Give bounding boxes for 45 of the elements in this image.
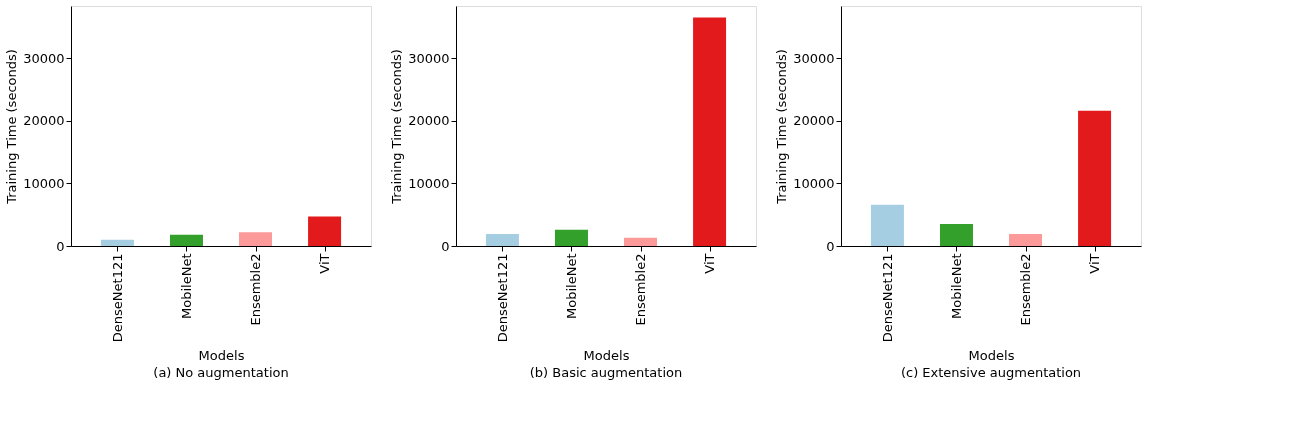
x-axis-title: Models <box>583 348 630 364</box>
x-axis-title: Models <box>198 348 245 364</box>
y-axis-title: Training Time (seconds) <box>774 49 790 205</box>
x-tick-label: MobileNet <box>178 253 194 319</box>
x-tick-label: ViT <box>702 253 718 274</box>
bar <box>693 17 727 246</box>
bar <box>1009 234 1043 246</box>
bar <box>485 234 519 246</box>
x-tick-label: DenseNet121 <box>494 253 510 343</box>
y-axis-title: Training Time (seconds) <box>389 49 405 205</box>
y-tick-label: 10000 <box>23 175 65 191</box>
bar <box>939 224 973 246</box>
y-tick-label: 10000 <box>408 175 450 191</box>
x-tick-label: Ensemble2 <box>248 253 264 326</box>
y-tick-label: 0 <box>826 238 835 254</box>
y-tick-label: 0 <box>56 238 65 254</box>
y-tick-label: 20000 <box>23 113 65 129</box>
y-tick-label: 20000 <box>408 113 450 129</box>
x-tick-label: Ensemble2 <box>633 253 649 326</box>
x-tick-label: DenseNet121 <box>109 253 125 343</box>
bar <box>100 239 134 246</box>
bar <box>554 229 588 246</box>
text: (a) No augmentation <box>153 364 289 380</box>
bar <box>1078 110 1112 246</box>
bar <box>870 204 904 246</box>
text: (b) Basic augmentation <box>529 364 683 380</box>
x-tick-label: DenseNet121 <box>879 253 895 343</box>
y-tick-label: 30000 <box>408 50 450 66</box>
x-tick-label: MobileNet <box>563 253 579 319</box>
text: (c) Extensive augmentation <box>900 364 1082 380</box>
y-tick-label: 30000 <box>793 50 835 66</box>
bar <box>169 234 203 246</box>
y-tick-label: 20000 <box>793 113 835 129</box>
x-tick-label: MobileNet <box>948 253 964 319</box>
bar <box>624 237 658 246</box>
y-axis-title: Training Time (seconds) <box>4 49 20 205</box>
y-tick-label: 10000 <box>793 175 835 191</box>
y-tick-label: 30000 <box>23 50 65 66</box>
x-tick-label: ViT <box>1087 253 1103 274</box>
bar <box>239 232 273 246</box>
bar <box>308 216 342 246</box>
y-tick-label: 0 <box>441 238 450 254</box>
x-tick-label: Ensemble2 <box>1018 253 1034 326</box>
x-tick-label: ViT <box>317 253 333 274</box>
x-axis-title: Models <box>968 348 1015 364</box>
